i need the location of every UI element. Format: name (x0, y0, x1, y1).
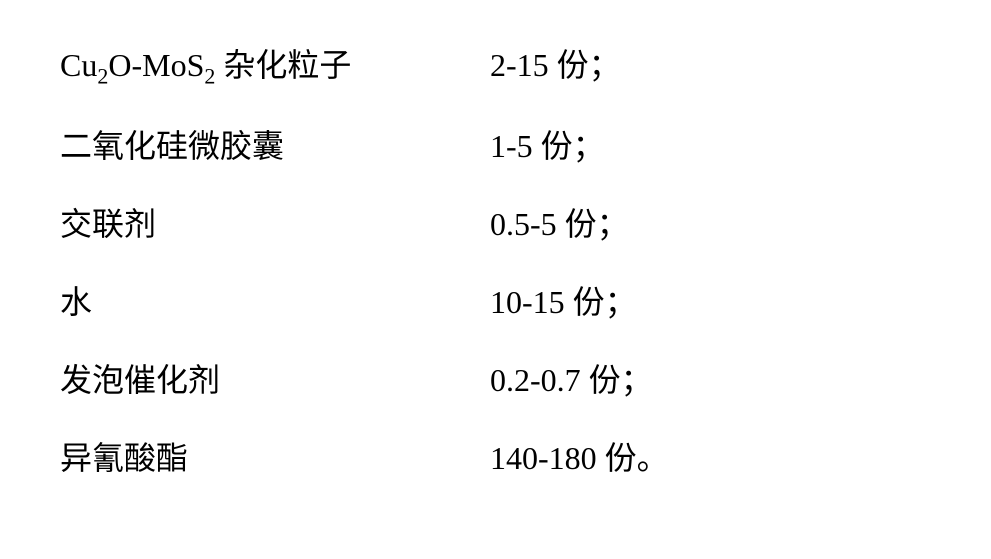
ingredient-value: 2-15 份； (490, 40, 621, 86)
ingredient-value: 0.2-0.7 份； (490, 355, 653, 401)
ingredient-value: 1-5 份； (490, 121, 605, 167)
ingredient-label: 发泡催化剂 (60, 355, 490, 401)
ingredient-row: 二氧化硅微胶囊1-5 份； (60, 121, 931, 167)
ingredient-list: Cu2O-MoS2 杂化粒子2-15 份；二氧化硅微胶囊1-5 份；交联剂0.5… (60, 40, 931, 479)
ingredient-value: 10-15 份； (490, 277, 637, 323)
ingredient-row: 异氰酸酯140-180 份。 (60, 433, 931, 479)
ingredient-value: 0.5-5 份； (490, 199, 629, 245)
ingredient-row: Cu2O-MoS2 杂化粒子2-15 份； (60, 40, 931, 89)
ingredient-row: 交联剂0.5-5 份； (60, 199, 931, 245)
ingredient-label: 异氰酸酯 (60, 433, 490, 479)
ingredient-value: 140-180 份。 (490, 433, 669, 479)
ingredient-label: 二氧化硅微胶囊 (60, 121, 490, 167)
ingredient-label: Cu2O-MoS2 杂化粒子 (60, 40, 490, 89)
ingredient-label: 交联剂 (60, 199, 490, 245)
ingredient-row: 发泡催化剂0.2-0.7 份； (60, 355, 931, 401)
ingredient-label: 水 (60, 277, 490, 323)
ingredient-row: 水10-15 份； (60, 277, 931, 323)
